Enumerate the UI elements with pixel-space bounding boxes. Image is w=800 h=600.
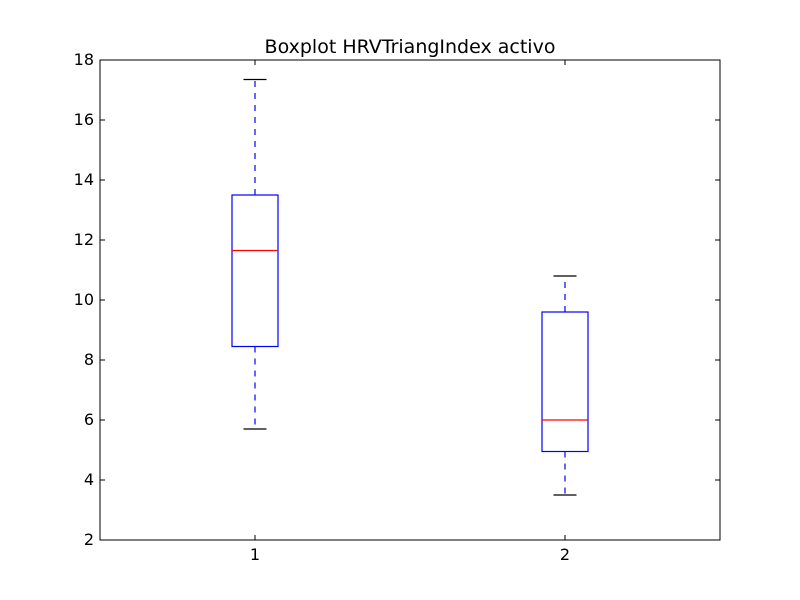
boxes [231, 78, 589, 496]
y-tick-label: 8 [84, 350, 94, 369]
y-tick-label: 18 [74, 50, 94, 69]
y-axis: 2 4 6 8 10 12 14 16 18 [74, 50, 720, 549]
y-tick-label: 14 [74, 170, 94, 189]
y-tick-label: 6 [84, 410, 94, 429]
box-iqr [231, 194, 279, 348]
plot-frame [99, 59, 721, 541]
y-tick-label: 4 [84, 470, 94, 489]
box-iqr [541, 311, 589, 453]
x-tick-label: 2 [560, 545, 570, 564]
chart-title: Boxplot HRVTriangIndex activo [265, 36, 556, 58]
y-tick-label: 10 [74, 290, 94, 309]
plot-area [100, 60, 720, 540]
x-tick-label: 1 [250, 545, 260, 564]
y-tick-label: 16 [74, 110, 94, 129]
y-tick-label: 2 [84, 530, 94, 549]
y-tick-label: 12 [74, 230, 94, 249]
box-group [231, 78, 279, 430]
box-group [541, 275, 589, 496]
